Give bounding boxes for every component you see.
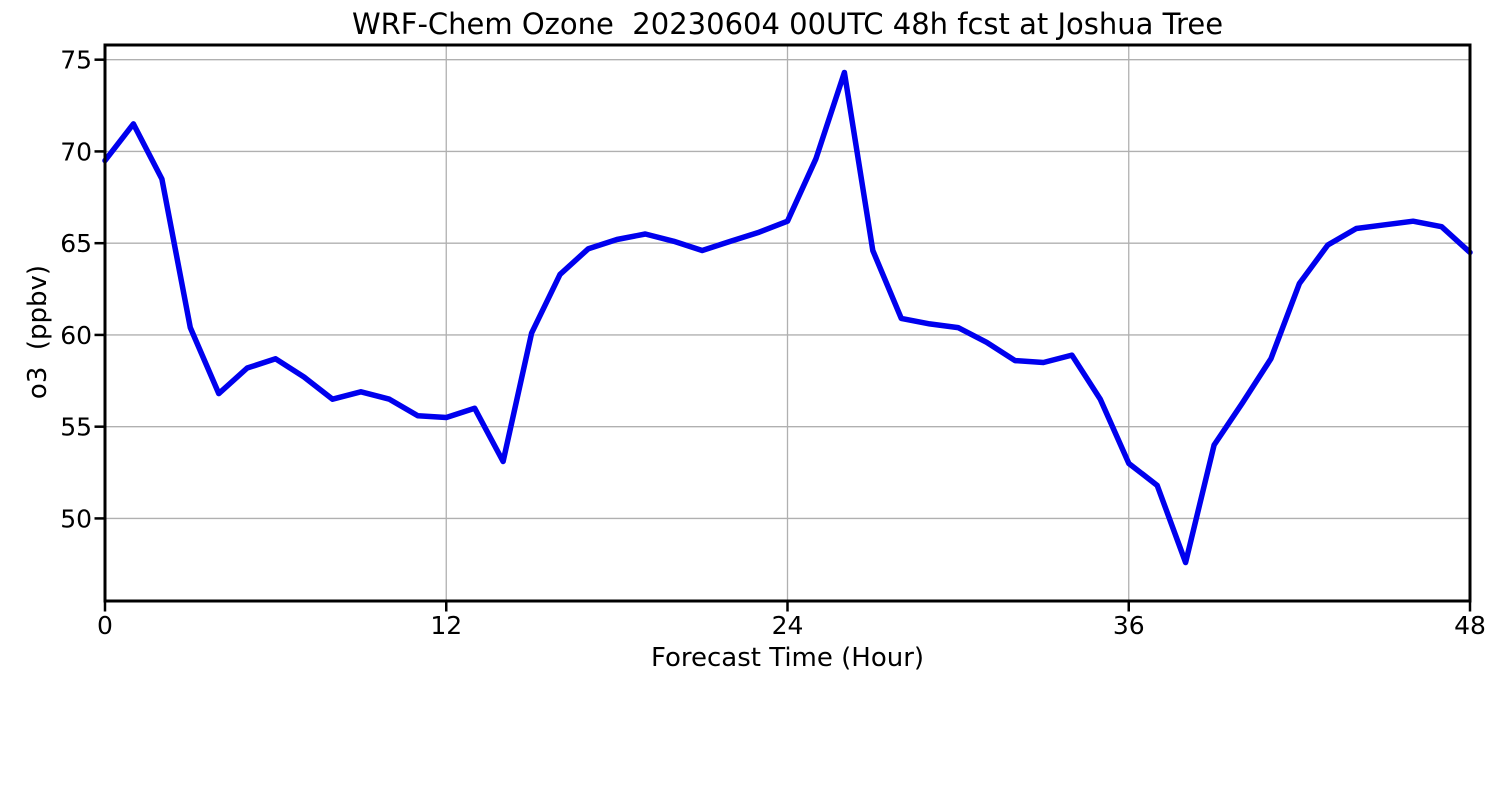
x-tick-label: 36: [1113, 611, 1145, 640]
y-tick-label: 75: [60, 46, 92, 75]
y-tick-label: 60: [60, 321, 92, 350]
plot-border: [103, 43, 1472, 603]
chart-title: WRF-Chem Ozone 20230604 00UTC 48h fcst a…: [351, 7, 1224, 41]
y-tick-label: 55: [60, 413, 92, 442]
x-tick-label: 48: [1454, 611, 1486, 640]
y-tick-label: 70: [60, 137, 92, 166]
y-tick-label: 50: [60, 504, 92, 533]
y-tick-label: 65: [60, 229, 92, 258]
x-axis-label: Forecast Time (Hour): [650, 643, 925, 673]
y-axis-label: o3 (ppbv): [23, 264, 53, 400]
o3-forecast-line: [102, 69, 1473, 566]
x-tick-label: 0: [97, 611, 113, 640]
x-tick-label: 24: [772, 611, 804, 640]
x-tick-label: 12: [430, 611, 462, 640]
